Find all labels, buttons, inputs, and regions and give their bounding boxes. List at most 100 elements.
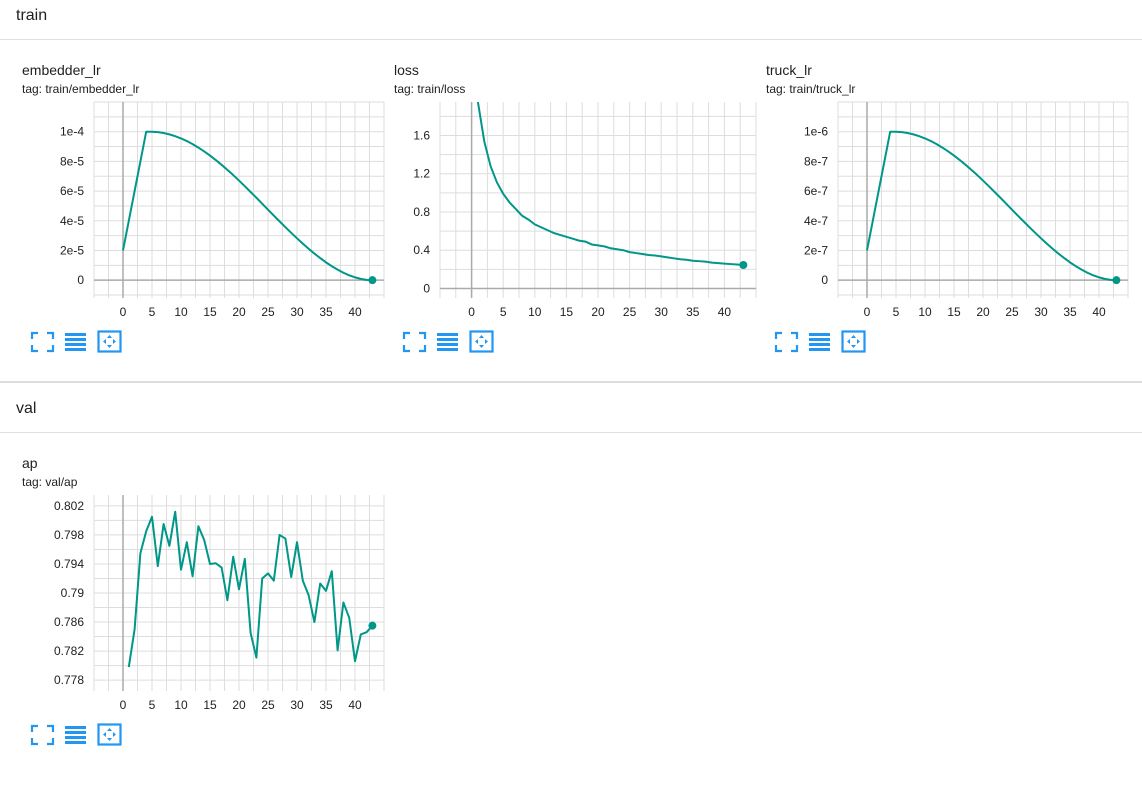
list-icon[interactable]: [436, 330, 462, 354]
list-icon[interactable]: [64, 330, 90, 354]
x-tick-label: 25: [261, 698, 275, 712]
last-point-marker[interactable]: [368, 276, 377, 285]
x-tick-label: 30: [655, 305, 669, 319]
x-tick-label: 5: [500, 305, 507, 319]
chart-title: loss: [394, 62, 419, 78]
y-tick-label: 1.6: [413, 128, 430, 142]
x-tick-label: 5: [149, 698, 156, 712]
x-tick-label: 30: [290, 305, 304, 319]
chart-embedder-lr[interactable]: 0 5 10 15 20 25 30 35 40 0 2e-5 4e-5 6e-5 8e-5 1e-4: [16, 62, 388, 332]
y-tick-label: 2e-5: [60, 243, 84, 257]
x-tick-label: 0: [468, 305, 475, 319]
x-tick-label: 15: [947, 305, 961, 319]
y-tick-label: 1e-6: [804, 125, 828, 139]
list-icon[interactable]: [64, 723, 90, 747]
fit-domain-icon[interactable]: [841, 330, 867, 354]
x-tick-label: 20: [232, 698, 246, 712]
series-line-ap: [127, 510, 374, 668]
fullscreen-icon[interactable]: [30, 330, 56, 354]
grid: [93, 495, 385, 691]
y-tick-label: 0: [821, 273, 828, 287]
chart-tag: tag: train/loss: [394, 82, 466, 96]
x-tick-label: 0: [120, 305, 127, 319]
last-point-marker[interactable]: [368, 621, 377, 630]
x-tick-label: 25: [623, 305, 637, 319]
x-tick-label: 25: [261, 305, 275, 319]
chart-card-loss: loss tag: train/loss 0 5 10 15 20 25 30 35 40 0 0.…: [388, 62, 760, 392]
x-tick-label: 40: [348, 305, 362, 319]
x-tick-label: 5: [149, 305, 156, 319]
last-point-marker[interactable]: [1112, 276, 1121, 285]
chart-card-embedder-lr: embedder_lr tag: train/embedder_lr 0 5 10 1…: [16, 62, 388, 392]
y-tick-label: 4e-5: [60, 214, 84, 228]
section-header-val[interactable]: val: [0, 393, 1142, 433]
chart-title: ap: [22, 455, 38, 471]
x-tick-label: 30: [290, 698, 304, 712]
x-tick-label: 20: [976, 305, 990, 319]
y-tick-label: 0.782: [54, 644, 84, 658]
series-line-embedder_lr: [122, 130, 373, 282]
x-tick-label: 5: [893, 305, 900, 319]
grid: [93, 101, 385, 298]
x-tick-label: 10: [174, 698, 188, 712]
x-tick-label: 15: [203, 698, 217, 712]
chart-loss[interactable]: 0 5 10 15 20 25 30 35 40 0 0.4 0.8 1.2 1.6: [388, 62, 760, 332]
chart-ap[interactable]: 0 5 10 15 20 25 30 35 40 0.778 0.782 0.786 0.79 0.794…: [16, 455, 388, 725]
fit-domain-icon[interactable]: [469, 330, 495, 354]
y-tick-label: 2e-7: [804, 243, 828, 257]
y-tick-label: 0.8: [413, 205, 430, 219]
x-tick-label: 35: [319, 698, 333, 712]
chart-tag: tag: train/embedder_lr: [22, 82, 140, 96]
chart-toolbar: [30, 723, 140, 749]
grid: [837, 101, 1129, 298]
y-tick-label: 0: [423, 281, 430, 295]
x-tick-label: 0: [120, 698, 127, 712]
section-header-train[interactable]: train: [0, 0, 1142, 40]
fullscreen-icon[interactable]: [402, 330, 428, 354]
chart-tag: tag: val/ap: [22, 475, 78, 489]
y-tick-label: 1.2: [413, 167, 430, 181]
x-tick-label: 40: [348, 698, 362, 712]
fit-domain-icon[interactable]: [97, 330, 123, 354]
x-tick-label: 35: [686, 305, 700, 319]
y-tick-label: 8e-7: [804, 154, 828, 168]
chart-toolbar: [30, 330, 140, 356]
y-tick-label: 0.4: [413, 243, 430, 257]
series-line-truck_lr: [866, 130, 1117, 282]
chart-title: embedder_lr: [22, 62, 101, 78]
y-tick-label: 0.79: [61, 586, 85, 600]
list-icon[interactable]: [808, 330, 834, 354]
x-tick-label: 30: [1034, 305, 1048, 319]
fullscreen-icon[interactable]: [30, 723, 56, 747]
y-tick-label: 8e-5: [60, 154, 84, 168]
fullscreen-icon[interactable]: [774, 330, 800, 354]
section-title: train: [16, 7, 48, 24]
series-line-loss: [476, 102, 744, 267]
x-tick-label: 40: [718, 305, 732, 319]
chart-toolbar: [774, 330, 884, 356]
y-tick-label: 6e-7: [804, 184, 828, 198]
chart-title: truck_lr: [766, 62, 812, 78]
x-tick-label: 10: [174, 305, 188, 319]
x-tick-label: 20: [591, 305, 605, 319]
y-tick-label: 0.798: [54, 528, 84, 542]
y-tick-label: 1e-4: [60, 125, 84, 139]
chart-card-truck-lr: truck_lr tag: train/truck_lr 0 5 10 15 20 25 3…: [760, 62, 1132, 392]
y-tick-label: 0.786: [54, 615, 84, 629]
section-title: val: [16, 400, 37, 417]
x-tick-label: 15: [203, 305, 217, 319]
chart-tag: tag: train/truck_lr: [766, 82, 856, 96]
fit-domain-icon[interactable]: [97, 723, 123, 747]
x-tick-label: 0: [864, 305, 871, 319]
y-tick-label: 6e-5: [60, 184, 84, 198]
chart-truck-lr[interactable]: 0 5 10 15 20 25 30 35 40 0 2e-7 4e-7 6e-7 8e-7 1e-6: [760, 62, 1132, 332]
x-tick-label: 10: [918, 305, 932, 319]
x-tick-label: 10: [528, 305, 542, 319]
x-tick-label: 15: [560, 305, 574, 319]
chart-card-ap: ap tag: val/ap 0 5 10 15 20 25 30 35 40 0.778 0.78…: [16, 455, 388, 785]
y-tick-label: 0: [77, 273, 84, 287]
y-tick-label: 0.778: [54, 673, 84, 687]
y-tick-label: 0.794: [54, 557, 84, 571]
last-point-marker[interactable]: [739, 261, 748, 270]
x-tick-label: 35: [1063, 305, 1077, 319]
